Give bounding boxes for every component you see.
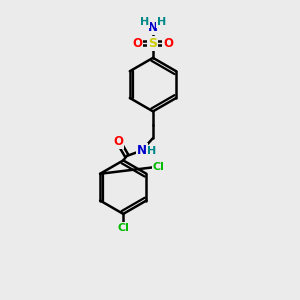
Text: N: N	[148, 21, 158, 34]
Text: H: H	[157, 17, 166, 27]
Text: O: O	[113, 135, 124, 148]
Text: N: N	[137, 144, 147, 157]
Text: H: H	[148, 146, 157, 156]
Text: Cl: Cl	[117, 223, 129, 233]
Text: H: H	[140, 17, 149, 27]
Text: S: S	[148, 37, 158, 50]
Text: O: O	[133, 37, 142, 50]
Text: O: O	[164, 37, 173, 50]
Text: Cl: Cl	[153, 162, 165, 172]
